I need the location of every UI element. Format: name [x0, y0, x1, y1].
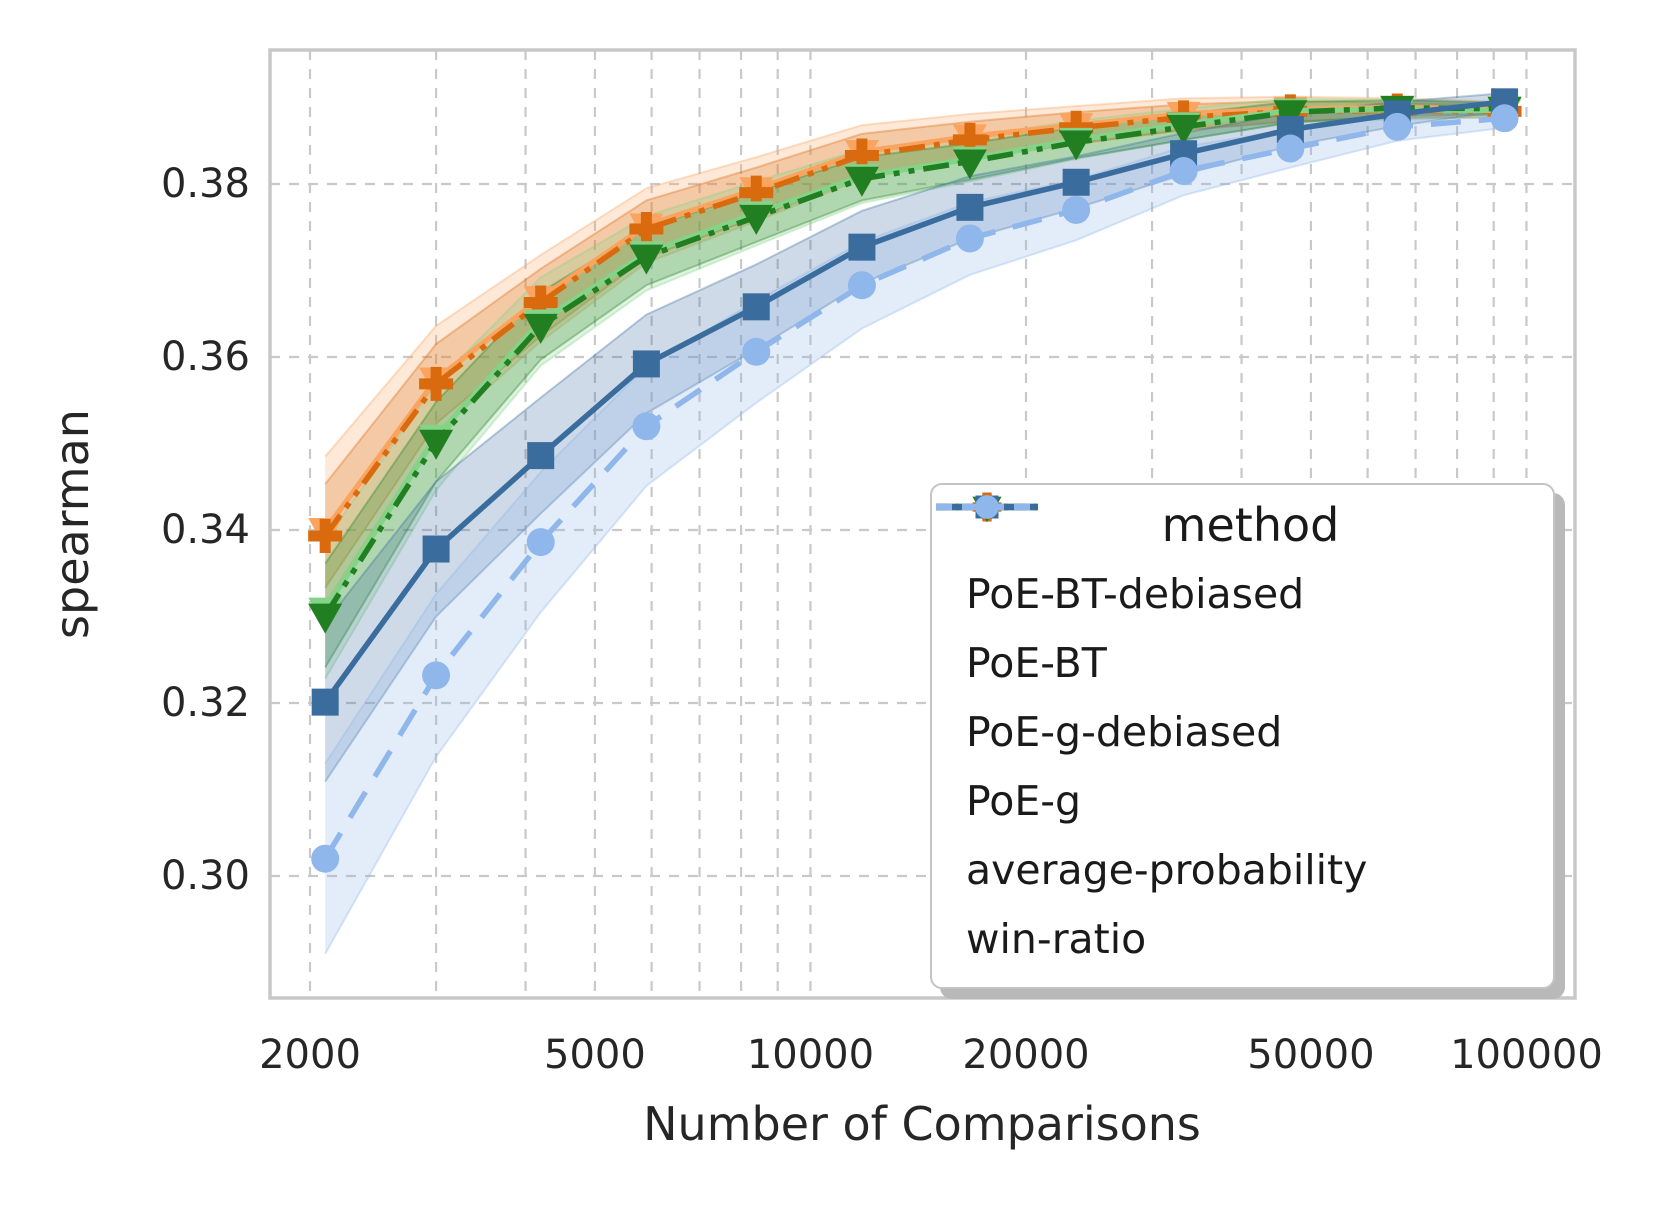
marker-square	[742, 293, 770, 321]
marker-plus	[629, 211, 664, 246]
marker-plus	[523, 285, 558, 320]
legend-item-PoE-BT: PoE-BT	[936, 492, 1553, 697]
x-tick-label-10000: 10000	[746, 1032, 875, 1078]
legend-item-label: PoE-g	[966, 776, 1082, 825]
x-tick-label-5000: 5000	[544, 1032, 646, 1078]
marker-square	[422, 535, 450, 563]
y-tick-label-0.38: 0.38	[160, 161, 250, 207]
band-edge-lower-PoE-g	[324, 113, 1505, 669]
marker-square	[311, 688, 339, 716]
series-line-PoE-g-debiased	[322, 106, 1505, 612]
marker-triangle-down	[523, 313, 558, 344]
y-tick-label-0.36: 0.36	[160, 334, 250, 380]
legend-item-average-probability: average-probability	[936, 495, 1553, 904]
x-axis-label: Number of Comparisons	[643, 1097, 1201, 1151]
series-line-average-probability	[322, 99, 1505, 704]
marker-circle	[1383, 112, 1412, 141]
legend-item-label: win-ratio	[966, 914, 1147, 963]
series-line-PoE-g	[322, 105, 1505, 618]
marker-triangle-down	[844, 166, 879, 197]
y-tick-label-0.30: 0.30	[160, 853, 250, 899]
legend-title: method	[1161, 498, 1340, 552]
marker-square	[956, 193, 984, 221]
y-tick-label-0.34: 0.34	[160, 507, 250, 553]
marker-triangle-down	[739, 204, 774, 235]
marker-triangle-down	[1166, 114, 1201, 145]
band-edge-lower-PoE-g-debiased	[324, 116, 1505, 680]
band-win-ratio	[325, 108, 1505, 954]
band-edge-lower-win-ratio	[324, 126, 1505, 955]
marker-triangle-down	[1273, 100, 1308, 131]
legend-item-PoE-BT-debiased: PoE-BT-debiased	[936, 496, 1553, 628]
y-tick-label-0.32: 0.32	[160, 680, 250, 726]
marker-triangle-down	[419, 429, 454, 460]
legend-swatch-circle-icon	[936, 495, 1038, 519]
marker-plus	[1059, 110, 1094, 145]
legend: method PoE-BT-debiased PoE-BT PoE-g-debias…	[930, 483, 1555, 989]
legend-item-PoE-g: PoE-g	[936, 496, 1553, 835]
marker-circle	[975, 495, 999, 519]
marker-square	[848, 233, 876, 261]
plot-frame	[268, 48, 1577, 1000]
legend-items: PoE-BT-debiased PoE-BT PoE-g-debiased PoE-g…	[936, 492, 1553, 973]
marker-plus	[844, 138, 879, 173]
series-line-win-ratio	[322, 115, 1505, 861]
marker-circle	[847, 271, 876, 300]
x-tick-label-2000: 2000	[259, 1032, 361, 1078]
marker-square	[1062, 168, 1090, 196]
marker-circle	[1062, 195, 1091, 224]
band-edge-upper-PoE-BT	[324, 99, 1505, 485]
marker-circle	[742, 337, 771, 366]
marker-circle	[632, 412, 661, 441]
marker-circle	[1490, 104, 1519, 133]
marker-plus	[308, 519, 343, 554]
legend-item-PoE-g-debiased: PoE-g-debiased	[936, 496, 1553, 766]
marker-triangle-down	[629, 244, 664, 275]
band-edge-upper-PoE-BT-debiased	[324, 95, 1505, 458]
marker-circle	[422, 661, 451, 690]
legend-item-win-ratio: win-ratio	[936, 495, 1553, 973]
x-tick-label-50000: 50000	[1247, 1032, 1375, 1078]
legend-item-label: PoE-BT	[966, 638, 1107, 687]
band-PoE-BT-debiased	[325, 96, 1505, 604]
marker-triangle-down	[952, 149, 987, 180]
series-average-probability	[311, 88, 1519, 716]
series-win-ratio	[311, 104, 1519, 873]
marker-triangle-down	[1059, 130, 1094, 161]
band-PoE-BT	[325, 100, 1505, 588]
marker-plus	[952, 122, 987, 157]
marker-plus	[419, 366, 454, 401]
marker-circle	[1276, 134, 1305, 163]
marker-triangle-down	[308, 603, 343, 634]
legend-item-label: PoE-BT-debiased	[966, 569, 1305, 618]
y-axis-label: spearman	[45, 409, 99, 639]
x-tick-label-20000: 20000	[962, 1032, 1090, 1078]
marker-square	[632, 350, 660, 378]
marker-plus	[739, 175, 774, 210]
marker-circle	[526, 528, 555, 557]
legend-item-label: average-probability	[966, 845, 1368, 894]
marker-circle	[311, 844, 340, 873]
marker-square	[527, 442, 555, 470]
marker-circle	[955, 224, 984, 253]
x-tick-label-100000: 100000	[1450, 1032, 1603, 1078]
marker-circle	[1169, 157, 1198, 186]
legend-item-label: PoE-g-debiased	[966, 707, 1283, 756]
